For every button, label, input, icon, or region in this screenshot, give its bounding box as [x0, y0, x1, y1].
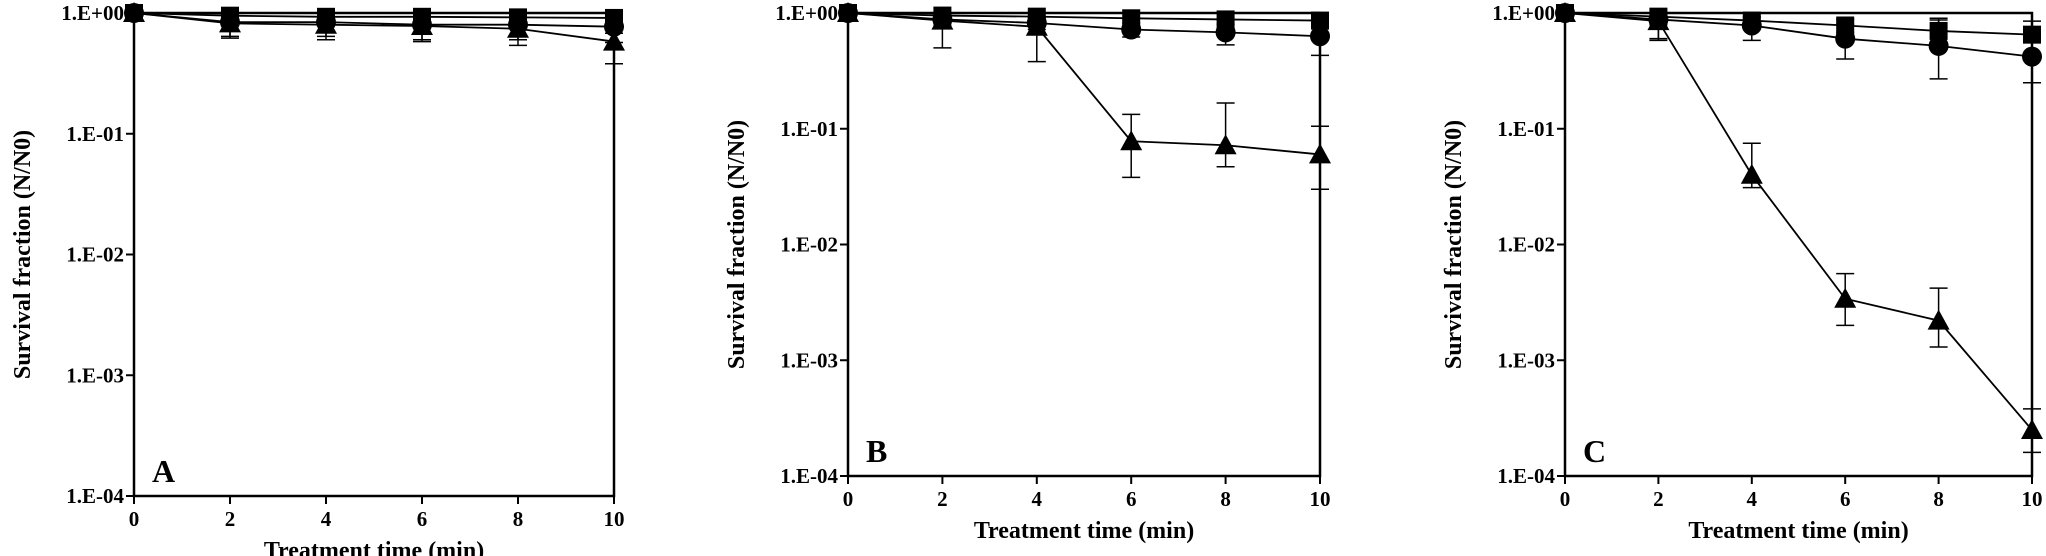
y-tick-label: 1.E-03	[780, 348, 838, 372]
y-tick-label: 1.E-03	[66, 363, 124, 387]
series-line	[133, 12, 615, 28]
triangle-marker	[1309, 143, 1331, 164]
x-tick-label: 8	[1933, 487, 1944, 511]
triangle-marker	[2021, 418, 2043, 439]
circle-marker	[2022, 46, 2042, 67]
triangle-marker	[603, 30, 625, 51]
chart-panel-c: 1.E+00 1.E-01 1.E-02 1.E-03 1.E-040 2 4 6 8 10 Tre…	[1441, 1, 2043, 544]
y-axis-title: Survival fraction (N/N0)	[1441, 120, 1467, 369]
series-circle	[124, 3, 624, 44]
triangle-marker	[219, 12, 241, 33]
triangle-marker	[1740, 163, 1763, 184]
series-triangle	[837, 2, 1331, 191]
triangle-marker	[315, 13, 337, 34]
triangle-marker	[1647, 10, 1670, 31]
triangle-marker	[837, 2, 859, 22]
circle-marker	[1928, 35, 1949, 56]
y-tick-label: 1.E-01	[66, 122, 124, 146]
series-line	[1564, 12, 2033, 36]
panel-letter: C	[1583, 433, 1606, 469]
y-tick-label: 1.E+00	[775, 1, 838, 25]
y-tick-label: 1.E-01	[1497, 117, 1555, 141]
y-axis-title: Survival fraction (N/N0)	[10, 130, 36, 379]
x-tick-label: 6	[1126, 487, 1137, 511]
series-square	[1556, 4, 2041, 54]
triangle-marker	[1927, 309, 1950, 330]
y-tick-label: 1.E-03	[1497, 348, 1555, 372]
series-circle	[1555, 3, 2042, 84]
y-tick-label: 1.E-04	[1497, 464, 1555, 488]
x-tick-label: 10	[2022, 487, 2043, 511]
plot-frame	[132, 11, 616, 498]
series-line	[847, 12, 1321, 38]
x-tick-label: 2	[1653, 487, 1664, 511]
y-tick-label: 1.E+00	[61, 1, 124, 25]
x-tick-label: 4	[321, 507, 332, 531]
x-tick-label: 6	[417, 507, 428, 531]
triangle-marker	[123, 2, 145, 22]
y-tick-label: 1.E-02	[780, 233, 838, 257]
x-tick-label: 10	[604, 507, 625, 531]
circle-marker	[604, 16, 624, 37]
x-tick-label: 0	[1560, 487, 1571, 511]
chart-panel-b: 1.E+00 1.E-01 1.E-02 1.E-03 1.E-040 2 4 6 8 10 Tre…	[724, 1, 1331, 544]
plot-frame	[1563, 11, 2034, 478]
series-triangle	[123, 2, 625, 65]
panel-letter: A	[152, 453, 175, 489]
triangle-marker	[1214, 134, 1237, 155]
x-tick-label: 8	[1220, 487, 1231, 511]
y-tick-label: 1.E-04	[66, 484, 124, 508]
series-line	[133, 12, 615, 43]
x-tick-label: 0	[129, 507, 140, 531]
x-tick-label: 6	[1840, 487, 1851, 511]
circle-marker	[1741, 15, 1762, 36]
series-triangle	[1554, 2, 2043, 454]
triangle-marker	[411, 15, 433, 36]
circle-marker	[1215, 22, 1236, 43]
triangle-marker	[1834, 287, 1857, 308]
x-tick-label: 0	[843, 487, 854, 511]
panel-letter: B	[866, 433, 887, 469]
circle-marker	[1835, 28, 1856, 49]
triangle-marker	[1025, 15, 1048, 36]
x-tick-label: 2	[937, 487, 948, 511]
x-axis-title: Treatment time (min)	[974, 518, 1194, 544]
triangle-marker	[931, 9, 954, 30]
circle-marker	[1121, 19, 1142, 40]
chart-panel-a: 1.E+00 1.E-01 1.E-02 1.E-03 1.E-040 2 4 6 8 10 Tre…	[10, 1, 625, 556]
y-axis-title: Survival fraction (N/N0)	[724, 120, 750, 369]
y-tick-label: 1.E+00	[1492, 1, 1555, 25]
x-tick-label: 4	[1032, 487, 1043, 511]
series-circle	[838, 3, 1330, 57]
triangle-marker	[1554, 2, 1576, 22]
triangle-marker	[1120, 130, 1143, 151]
y-tick-label: 1.E-01	[780, 117, 838, 141]
circle-marker	[1310, 26, 1330, 47]
x-tick-label: 8	[513, 507, 524, 531]
y-tick-label: 1.E-04	[780, 464, 838, 488]
series-line	[847, 12, 1321, 22]
x-axis-title: Treatment time (min)	[1688, 518, 1908, 544]
y-tick-label: 1.E-02	[66, 243, 124, 267]
plot-frame	[846, 11, 1322, 478]
series-line	[133, 12, 615, 19]
x-tick-label: 2	[225, 507, 236, 531]
series-line	[1564, 12, 2033, 431]
x-tick-label: 10	[1310, 487, 1331, 511]
series-line	[1564, 12, 2033, 58]
triangle-marker	[507, 17, 529, 38]
y-tick-label: 1.E-02	[1497, 233, 1555, 257]
x-axis-title: Treatment time (min)	[264, 538, 484, 556]
x-tick-label: 4	[1747, 487, 1758, 511]
series-line	[847, 12, 1321, 156]
